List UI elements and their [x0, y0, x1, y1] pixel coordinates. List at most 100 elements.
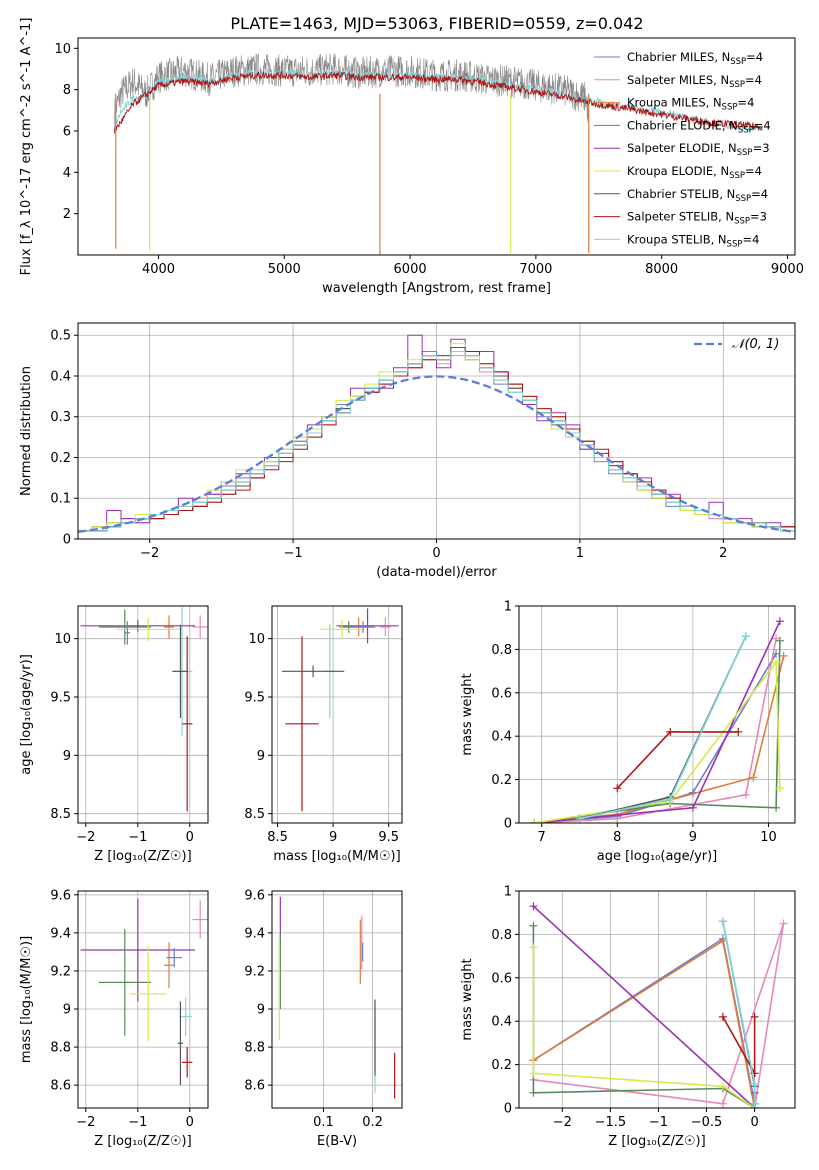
- errorbar-point: [182, 636, 193, 812]
- weight-line-Kroupa ELODIE: [532, 947, 756, 1108]
- y-tick-label: 9.5: [50, 691, 71, 706]
- legend-label: Kroupa STELIB, NSSP=4: [627, 232, 759, 249]
- x-tick-label: 7: [538, 830, 546, 845]
- y-tick-label: 0.4: [491, 1015, 512, 1030]
- spectrum-model: [114, 68, 763, 132]
- plot-area: [282, 608, 399, 812]
- y-tick-label: 9.4: [244, 926, 265, 941]
- plot-area: [78, 334, 795, 539]
- plot-area: [80, 607, 208, 812]
- x-tick-label: 8: [613, 830, 621, 845]
- errorbar-point: [163, 615, 175, 639]
- hist-Kroupa STELIB: [78, 351, 795, 539]
- x-tick-label: 10: [760, 830, 777, 845]
- x-tick-label: 2: [719, 546, 727, 561]
- errorbar-point: [130, 946, 167, 1042]
- x-axis-label: wavelength [Angstrom, rest frame]: [322, 281, 551, 296]
- plot-area: [529, 902, 788, 1108]
- plot-area: [278, 896, 396, 1099]
- axes-0: 4000 5000 6000 7000 8000 9000 2 4 6 8 10 wavelength…: [19, 18, 804, 296]
- legend-label: Salpeter ELODIE, NSSP=3: [627, 141, 770, 158]
- y-tick-label: 6: [63, 125, 71, 140]
- x-tick-label: −1: [128, 1115, 147, 1130]
- x-tick-label: 0.2: [362, 1115, 383, 1130]
- x-tick-label: 9: [329, 830, 337, 845]
- y-tick-label: 9: [63, 749, 71, 764]
- x-axis-label: (data-model)/error: [376, 565, 497, 580]
- axes-frame: [518, 605, 796, 824]
- y-tick-label: 8.5: [244, 807, 265, 822]
- y-tick-label: 0.8: [491, 643, 512, 658]
- y-tick-label: 0.2: [50, 451, 71, 466]
- legend-label: Kroupa MILES, NSSP=4: [627, 96, 754, 113]
- errorbar-point: [177, 1001, 184, 1086]
- legend-label: Salpeter MILES, NSSP=4: [627, 73, 762, 90]
- axes-frame: [77, 605, 209, 824]
- y-tick-label: 10: [248, 632, 265, 647]
- weight-line-Salpeter MILES: [534, 638, 777, 823]
- y-tick-label: 10: [54, 42, 71, 57]
- y-tick-label: 0.2: [491, 773, 512, 788]
- errorbar-point: [172, 624, 189, 718]
- y-tick-label: 8.8: [50, 1041, 71, 1056]
- x-tick-label: 9: [689, 830, 697, 845]
- y-tick-label: 10: [54, 632, 71, 647]
- axes-3: 8.5 9 9.5 8.5 9 9.5 10 mass [log₁₀(M/M☉)]: [244, 605, 403, 864]
- axes-frame: [77, 37, 796, 256]
- x-tick-label: 7000: [519, 262, 552, 277]
- y-axis-label: Normed distribution: [19, 366, 34, 496]
- x-tick-label: −2: [76, 1115, 95, 1130]
- y-tick-label: 9.2: [50, 964, 71, 979]
- errorbar-point: [98, 929, 151, 1036]
- y-tick-label: 2: [63, 207, 71, 222]
- y-tick-label: 0.2: [491, 1058, 512, 1073]
- x-tick-label: 8000: [645, 262, 678, 277]
- weight-line-Salpeter MILES: [533, 923, 785, 1108]
- y-tick-label: 0.4: [491, 730, 512, 745]
- x-axis-label: Z [log₁₀(Z/Z☉)]: [94, 1134, 191, 1149]
- x-tick-label: −2: [553, 1115, 572, 1130]
- x-axis-label: age [log₁₀(age/yr)]: [597, 849, 718, 864]
- y-tick-label: 0.8: [491, 928, 512, 943]
- y-axis-label: mass weight: [460, 673, 475, 755]
- errorbar-point: [282, 665, 345, 678]
- legend-spectrum: Chabrier MILES, NSSP=4 Salpeter MILES, NS…: [594, 50, 771, 249]
- y-tick-label: 9: [63, 1003, 71, 1018]
- y-tick-label: 9: [257, 1003, 265, 1018]
- x-tick-label: 1: [576, 546, 584, 561]
- x-tick-label: −1: [284, 546, 303, 561]
- axes-frame: [271, 890, 403, 1109]
- x-tick-label: 4000: [142, 262, 175, 277]
- y-tick-label: 0: [504, 817, 512, 832]
- y-tick-label: 0.4: [50, 369, 71, 384]
- y-tick-label: 0.1: [50, 492, 71, 507]
- x-tick-label: 0: [186, 1115, 194, 1130]
- errorbar-point: [80, 898, 195, 1002]
- x-tick-label: −2: [140, 546, 159, 561]
- y-tick-label: 8.8: [244, 1041, 265, 1056]
- x-tick-label: 0: [750, 1115, 758, 1130]
- x-axis-label: Z [log₁₀(Z/Z☉)]: [608, 1134, 705, 1149]
- x-tick-label: −0.5: [691, 1115, 723, 1130]
- x-axis-label: mass [log₁₀(M/M☉)]: [273, 849, 400, 864]
- y-tick-label: 0.6: [491, 971, 512, 986]
- x-tick-label: 9.5: [378, 830, 399, 845]
- y-tick-label: 0.3: [50, 410, 71, 425]
- y-axis-label: Flux [f_λ 10^-17 erg cm^-2 s^-1 A^-1]: [19, 18, 34, 276]
- errorbar-point: [285, 636, 319, 812]
- legend-label: Chabrier ELODIE, NSSP=4: [627, 118, 771, 135]
- errorbar-point: [352, 621, 375, 633]
- x-tick-label: 9000: [771, 262, 804, 277]
- axes-frame: [518, 890, 796, 1109]
- x-tick-label: 6000: [394, 262, 427, 277]
- y-axis-label: age [log₁₀(age/yr)]: [19, 654, 34, 775]
- errorbar-point: [319, 620, 365, 639]
- axes-2: −2 −1 0 8.5 9 9.5 10 Z [log₁₀(Z/Z☉)] age [log₁₀(…: [19, 605, 209, 864]
- y-tick-label: 9.6: [244, 888, 265, 903]
- x-tick-label: −1.5: [595, 1115, 627, 1130]
- axes-7: −2 −1.5 −1 −0.5 0 0 0.2 0.4 0.6 0.8 1 Z [log₁₀(Z/Z☉…: [460, 885, 796, 1149]
- y-tick-label: 8.6: [244, 1079, 265, 1094]
- errorbar-point: [166, 948, 182, 968]
- legend-label: Salpeter STELIB, NSSP=3: [627, 210, 767, 227]
- y-tick-label: 8: [63, 83, 71, 98]
